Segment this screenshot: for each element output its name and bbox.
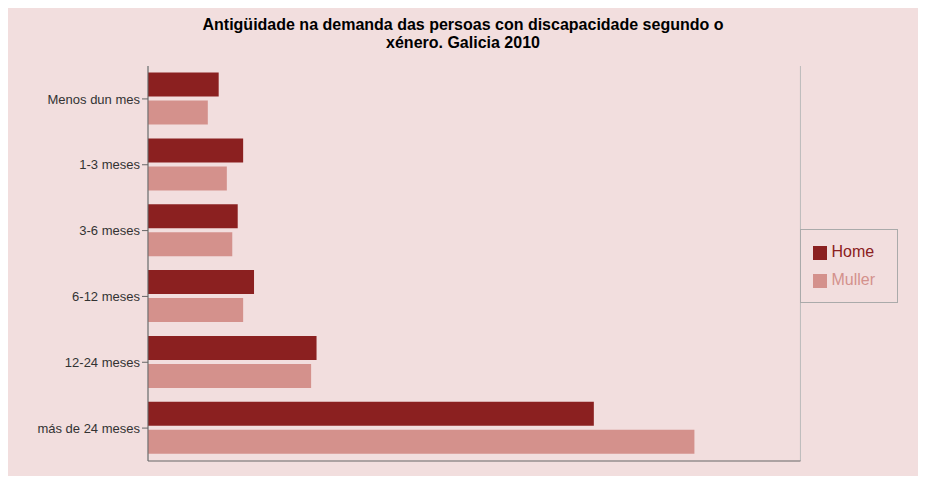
html-text:Muller: Muller [831,271,875,288]
html-text:Antigüidade na demanda das per: Antigüidade na demanda das persoas con d… [202,16,724,51]
svg-text:6-12 meses: 6-12 meses [72,289,140,304]
svg-text:3-6 meses: 3-6 meses [79,223,140,238]
svg-text:12-24 meses: 12-24 meses [65,355,141,370]
html-text:Home: Home [831,243,875,260]
svg-text:1-3 meses: 1-3 meses [79,157,140,172]
svg-text:Menos dun mes: Menos dun mes [48,92,141,107]
svg-text:más de 24 meses: más de 24 meses [37,421,140,436]
